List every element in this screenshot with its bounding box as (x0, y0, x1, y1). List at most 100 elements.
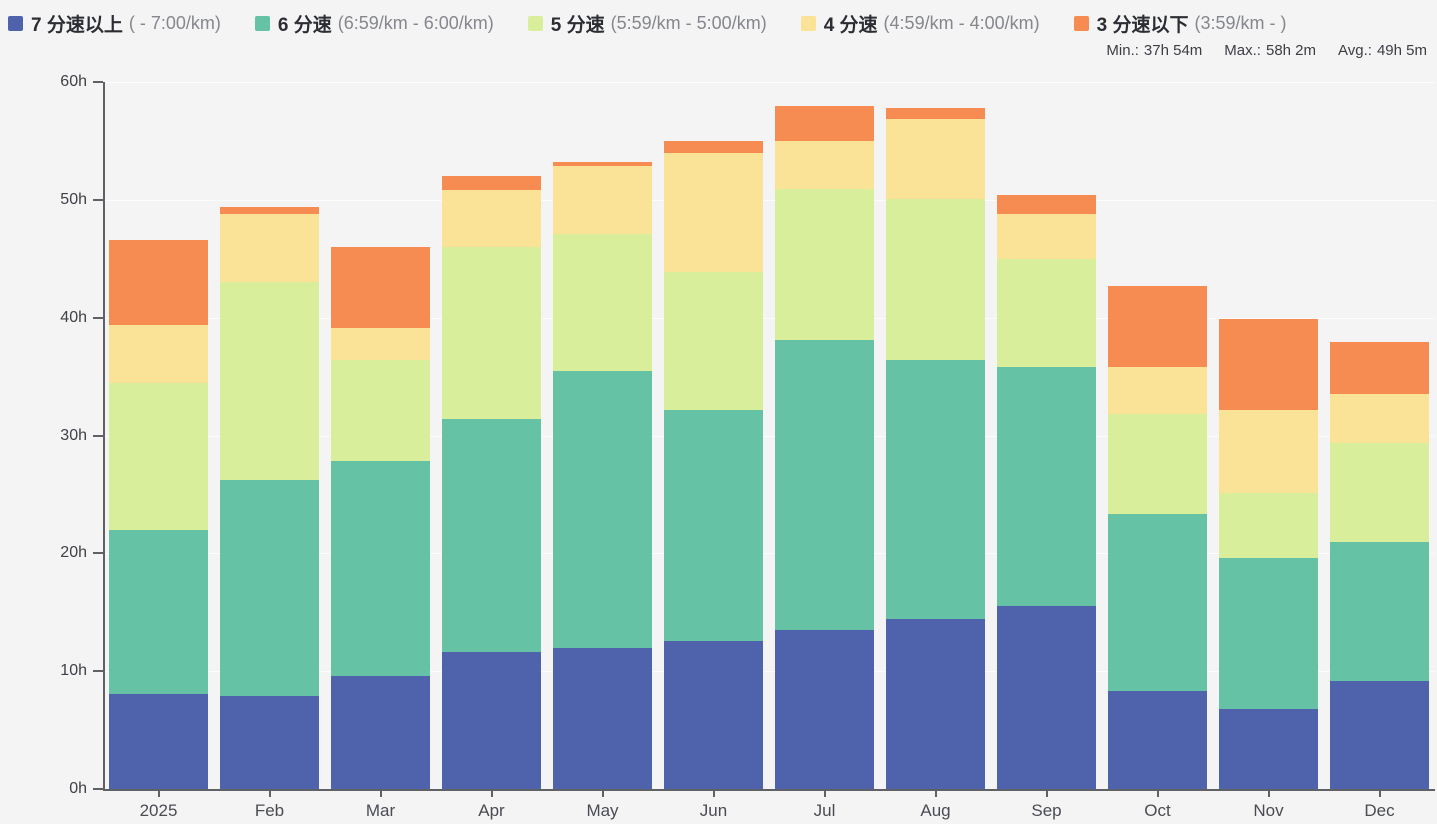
bar-segment[interactable] (109, 324, 208, 383)
bar-segment[interactable] (775, 340, 874, 630)
x-tick-label-dec: Dec (1330, 791, 1429, 821)
bar-segment[interactable] (553, 162, 652, 166)
bar-segment[interactable] (220, 206, 319, 215)
legend-item-5[interactable]: 3 分速以下 (3:59/km - ) (1073, 10, 1286, 37)
bar-segment[interactable] (775, 629, 874, 789)
y-tick-label: 20h (60, 544, 87, 562)
x-tick-label-feb: Feb (220, 791, 319, 821)
bar-segment[interactable] (997, 214, 1096, 259)
bar-segment[interactable] (220, 695, 319, 789)
bar-segment[interactable] (886, 619, 985, 789)
bar-segment[interactable] (109, 239, 208, 325)
legend-range: (4:59/km - 4:00/km) (883, 13, 1040, 33)
bar-segment[interactable] (886, 118, 985, 199)
bar-segment[interactable] (1330, 541, 1429, 681)
bar-segment[interactable] (664, 271, 763, 410)
bar-segment[interactable] (553, 647, 652, 789)
bar-segment[interactable] (1219, 318, 1318, 410)
bar-segment[interactable] (331, 360, 430, 462)
bar-segment[interactable] (997, 367, 1096, 607)
bar-segment[interactable] (886, 360, 985, 620)
bar-segment[interactable] (1108, 514, 1207, 692)
bar-segment[interactable] (775, 140, 874, 190)
bar-segment[interactable] (1219, 558, 1318, 709)
bar-oct (1108, 82, 1207, 789)
gridline (105, 671, 1435, 673)
bar-segment[interactable] (553, 234, 652, 371)
bar-segment[interactable] (1108, 367, 1207, 415)
gridline (105, 199, 1435, 201)
bar-segment[interactable] (220, 282, 319, 481)
legend-label: 7 分速以上 (31, 15, 123, 36)
bar-segment[interactable] (1219, 409, 1318, 494)
legend-item-3[interactable]: 5 分速 (5:59/km - 5:00/km) (527, 10, 767, 37)
bar-segment[interactable] (1330, 442, 1429, 542)
bar-segment[interactable] (442, 419, 541, 653)
legend-item-2[interactable]: 6 分速 (6:59/km - 6:00/km) (254, 10, 494, 37)
bar-segment[interactable] (1108, 414, 1207, 515)
bar-segment[interactable] (1330, 342, 1429, 395)
bar-segment[interactable] (664, 152, 763, 272)
stat-value: 37h 54m (1143, 42, 1203, 59)
gridline (105, 435, 1435, 437)
bar-segment[interactable] (220, 480, 319, 696)
bar-segment[interactable] (775, 189, 874, 341)
bar-segment[interactable] (775, 105, 874, 141)
bar-apr (442, 82, 541, 789)
bar-segment[interactable] (997, 606, 1096, 789)
bar-segment[interactable] (1330, 680, 1429, 789)
bar-segment[interactable] (109, 382, 208, 530)
stat-min: Min.: 37h 54m (1106, 42, 1202, 59)
bar-segment[interactable] (442, 190, 541, 247)
stat-avg: Avg.: 49h 5m (1338, 42, 1427, 59)
bar-segment[interactable] (1219, 708, 1318, 789)
bar-jul (775, 82, 874, 789)
bar-segment[interactable] (664, 140, 763, 153)
bar-segment[interactable] (331, 247, 430, 329)
x-tick-label-oct: Oct (1108, 791, 1207, 821)
bar-segment[interactable] (331, 675, 430, 789)
legend-swatch-icon (1073, 16, 1089, 31)
bar-segment[interactable] (664, 640, 763, 789)
legend-range: ( - 7:00/km) (128, 13, 221, 33)
bar-segment[interactable] (1219, 493, 1318, 559)
y-tick-label: 60h (60, 73, 87, 90)
stat-max: Max.: 58h 2m (1224, 42, 1316, 59)
bar-segment[interactable] (442, 652, 541, 789)
legend-label: 3 分速以下 (1096, 15, 1189, 36)
bar-nov (1219, 82, 1318, 789)
bar-segment[interactable] (109, 529, 208, 694)
bar-segment[interactable] (109, 693, 208, 789)
bar-segment[interactable] (1330, 394, 1429, 443)
bar-2025 (109, 82, 208, 789)
bar-feb (220, 82, 319, 789)
bar-sep (997, 82, 1096, 789)
bars-container (105, 82, 1435, 789)
bar-segment[interactable] (886, 198, 985, 361)
x-tick-label-aug: Aug (886, 791, 985, 821)
bar-segment[interactable] (1108, 691, 1207, 789)
x-axis-labels: 2025 Feb Mar Apr May Jun Jul Aug Sep Oct Nov Dec (105, 791, 1435, 821)
bar-segment[interactable] (553, 165, 652, 235)
bar-segment[interactable] (553, 370, 652, 648)
bar-segment[interactable] (331, 461, 430, 676)
bar-segment[interactable] (442, 247, 541, 420)
legend-item-4[interactable]: 4 分速 (4:59/km - 4:00/km) (800, 10, 1040, 37)
bar-segment[interactable] (664, 409, 763, 641)
bar-segment[interactable] (220, 214, 319, 283)
legend-swatch-icon (527, 16, 543, 31)
y-tick-label: 50h (60, 190, 87, 208)
x-tick-label-apr: Apr (442, 791, 541, 821)
bar-segment[interactable] (997, 258, 1096, 368)
bar-segment[interactable] (331, 328, 430, 361)
stat-value: 58h 2m (1265, 42, 1317, 59)
stat-value: 49h 5m (1376, 42, 1427, 59)
x-axis-line (103, 789, 1435, 791)
bar-mar (331, 82, 430, 789)
bar-segment[interactable] (1108, 285, 1207, 368)
bar-segment[interactable] (997, 195, 1096, 214)
y-tick (93, 198, 103, 201)
bar-segment[interactable] (442, 176, 541, 191)
legend-item-1[interactable]: 7 分速以上( - 7:00/km) (8, 10, 221, 37)
bar-segment[interactable] (886, 107, 985, 119)
